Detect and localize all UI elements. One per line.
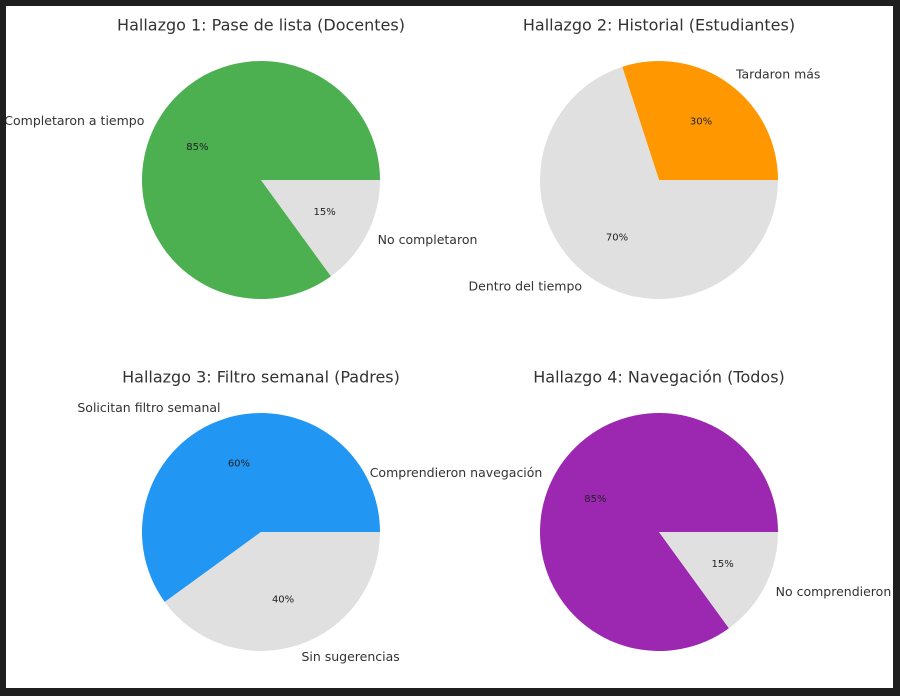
pie-slice — [164, 532, 380, 652]
slice-percent-label: 30% — [690, 117, 712, 128]
pie-chart-2: Hallazgo 2: Historial (Estudiantes) 30% Ta… — [469, 16, 821, 299]
pie-slice — [261, 180, 380, 277]
slice-category-label: No completaron — [378, 232, 478, 247]
slice-percent-label: 15% — [314, 207, 336, 218]
chart-title: Hallazgo 3: Filtro semanal (Padres) — [122, 368, 400, 387]
slice-percent-label: 60% — [228, 459, 250, 470]
slice-category-label: Dentro del tiempo — [469, 278, 583, 293]
pie-slice — [540, 66, 778, 299]
pie-slice — [142, 413, 380, 602]
chart-title: Hallazgo 1: Pase de lista (Docentes) — [117, 16, 405, 35]
slice-category-label: Comprendieron navegación — [370, 465, 543, 480]
slice-category-label: No comprendieron — [776, 584, 892, 599]
slice-percent-label: 70% — [606, 232, 628, 243]
slice-category-label: Sin sugerencias — [301, 649, 399, 664]
pie-chart-1: Hallazgo 1: Pase de lista (Docentes) 85% C… — [6, 16, 477, 300]
slice-category-label: Completaron a tiempo — [6, 113, 144, 128]
pie-chart-4: Hallazgo 4: Navegación (Todos) 85% Compren… — [370, 368, 892, 651]
pie-chart-3: Hallazgo 3: Filtro semanal (Padres) 60% So… — [77, 368, 399, 664]
chart-title: Hallazgo 4: Navegación (Todos) — [533, 368, 785, 387]
pie-charts-figure: Hallazgo 1: Pase de lista (Docentes) 85% C… — [6, 16, 892, 664]
chart-title: Hallazgo 2: Historial (Estudiantes) — [523, 16, 795, 35]
slice-percent-label: 40% — [272, 594, 294, 605]
figure: Hallazgo 1: Pase de lista (Docentes) 85% C… — [6, 6, 893, 688]
slice-category-label: Tardaron más — [735, 67, 821, 82]
slice-percent-label: 85% — [584, 494, 606, 505]
slice-percent-label: 15% — [712, 559, 734, 570]
pie-slice — [659, 532, 778, 629]
pie-slice — [622, 61, 778, 180]
slice-percent-label: 85% — [186, 142, 208, 153]
slice-category-label: Solicitan filtro semanal — [77, 400, 220, 415]
